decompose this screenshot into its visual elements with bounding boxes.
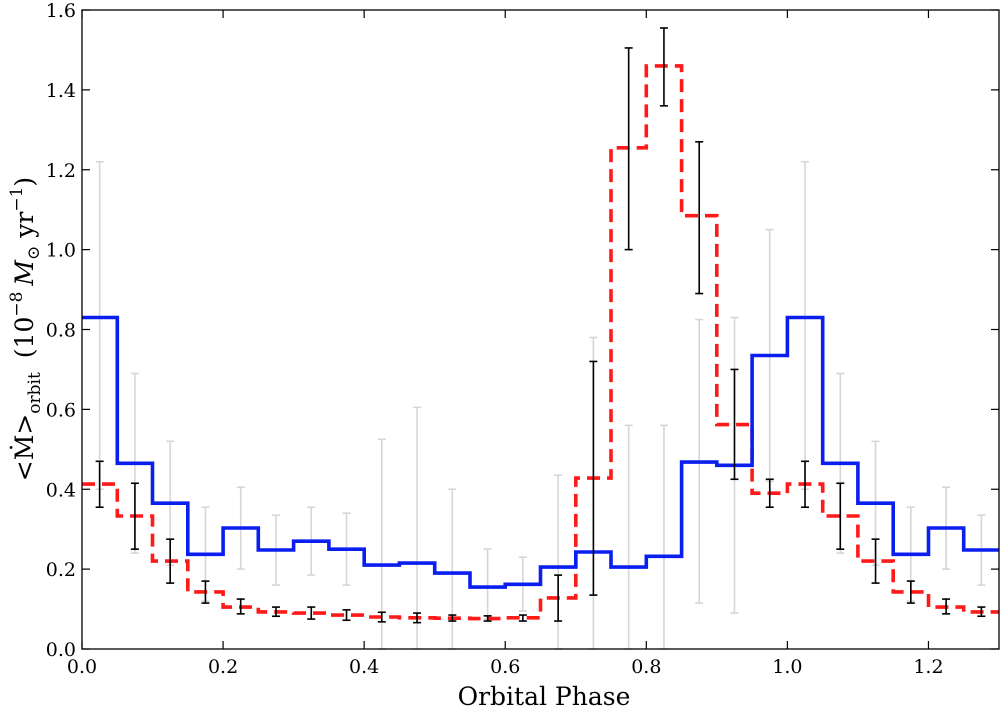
- error-bar: [271, 606, 280, 618]
- y-tick-label: 0.2: [46, 559, 76, 581]
- y-axis-title: <Ṁ>orbit (10−8 M⊙ yr−1): [7, 177, 45, 481]
- error-bar: [730, 368, 739, 481]
- y-tick-label: 1.0: [46, 240, 76, 262]
- error-bar: [448, 488, 457, 650]
- y-tick-label: 0.0: [46, 639, 76, 661]
- y-axis-title-units-open: (10: [10, 317, 39, 359]
- error-bar: [518, 614, 527, 622]
- error-bar: [695, 140, 704, 295]
- axes: [81, 9, 1000, 650]
- error-bar: [624, 424, 633, 650]
- error-bar: [307, 606, 316, 620]
- dashed-step-line: [82, 64, 999, 621]
- x-tick-label: 0.4: [349, 656, 379, 678]
- y-axis-title-main: <Ṁ>: [10, 414, 39, 482]
- error-bar: [342, 609, 351, 622]
- error-bar: [624, 47, 633, 251]
- error-bar: [95, 160, 104, 491]
- error-bar: [871, 538, 880, 584]
- x-tick-label: 0.8: [631, 656, 661, 678]
- error-bar: [765, 478, 774, 509]
- error-bar: [554, 574, 563, 622]
- tick-labels: 0.0 0.2 0.4 0.6 0.8 1.0 1.2 0.0 0.2 0.4 0.6 0.8 1.0 1…: [46, 0, 944, 678]
- y-tick-label: 1.4: [46, 80, 76, 102]
- series-layer: [82, 64, 999, 621]
- y-tick-label: 0.6: [46, 399, 76, 421]
- y-axis-title-sub: orbit: [25, 372, 45, 414]
- error-bar: [413, 612, 422, 624]
- error-bar: [483, 615, 492, 622]
- x-axis-title: Orbital Phase: [458, 682, 631, 710]
- error-bar: [236, 598, 245, 615]
- x-tick-label: 0.0: [67, 656, 97, 678]
- black-error-bars: [95, 27, 986, 624]
- y-axis-title-units-sun: ⊙: [24, 246, 44, 260]
- x-tick-label: 1.0: [772, 656, 802, 678]
- error-bar: [554, 474, 563, 650]
- x-tick-label: 1.2: [913, 656, 943, 678]
- error-bar: [801, 460, 810, 509]
- y-axis-title-units-yr: yr: [10, 212, 39, 239]
- solid-step-line: [82, 315, 999, 589]
- error-bar: [836, 482, 845, 550]
- y-axis-title-units-yr-exp: −1: [7, 187, 27, 212]
- error-bar: [483, 548, 492, 620]
- y-tick-label: 1.6: [46, 0, 76, 22]
- y-axis-title-units-close: ): [10, 177, 39, 187]
- x-tick-label: 0.6: [490, 656, 520, 678]
- error-bar: [201, 580, 210, 604]
- error-bar: [906, 580, 915, 604]
- y-axis-title-units-mass: M: [10, 259, 39, 287]
- x-tick-label: 0.2: [208, 656, 238, 678]
- error-bar: [95, 460, 104, 509]
- error-bar: [659, 27, 668, 107]
- error-bar: [448, 614, 457, 622]
- y-axis-title-units-exp: −8: [7, 292, 27, 317]
- error-bar: [977, 606, 986, 618]
- y-tick-label: 0.4: [46, 479, 76, 501]
- error-bar: [801, 160, 810, 491]
- y-tick-label: 0.8: [46, 320, 76, 342]
- error-bar: [589, 360, 598, 596]
- error-bar: [377, 611, 386, 623]
- error-bar: [942, 598, 951, 615]
- error-bar: [659, 424, 668, 650]
- error-bar: [130, 482, 139, 550]
- y-tick-label: 1.2: [46, 160, 76, 182]
- svg-text:<Ṁ>orbit(10−8M⊙yr−1): <Ṁ>orbit (10−8 M⊙ yr−1): [7, 177, 45, 481]
- error-bar: [166, 538, 175, 584]
